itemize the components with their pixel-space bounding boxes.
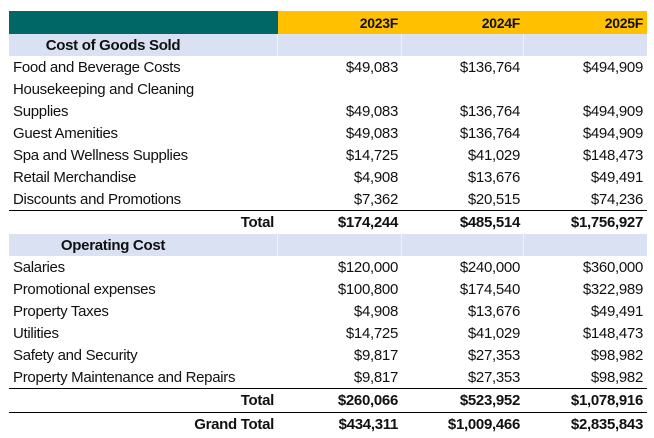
grand-total-value: $2,835,843	[570, 416, 643, 433]
empty-cell	[524, 234, 647, 256]
row-value: $100,800	[337, 280, 398, 298]
total-value: $260,066	[337, 392, 398, 409]
row-value: $13,676	[467, 302, 520, 320]
header-cell: 2023F	[278, 11, 402, 34]
row-label: Retail Merchandise	[13, 168, 136, 186]
section-header-row: Cost of Goods Sold	[9, 34, 647, 56]
row-value: $20,515	[467, 190, 520, 208]
total-label: Total	[240, 214, 275, 231]
total-value: $1,078,916	[570, 392, 643, 409]
total-label: Total	[240, 392, 275, 409]
row-value: $14,725	[345, 146, 398, 164]
empty-cell	[278, 234, 402, 256]
row-label: Promotional expenses	[13, 280, 156, 298]
row-value: $49,083	[345, 124, 398, 142]
row-label: Food and Beverage Costs	[13, 58, 181, 76]
row-label: Guest Amenities	[13, 124, 118, 142]
grand-total-label: Grand Total	[194, 416, 274, 433]
grand-total-value: $434,311	[338, 416, 399, 433]
table-row: Retail Merchandise $4,908 $13,676 $49,491	[9, 166, 647, 188]
row-value: $98,982	[590, 346, 643, 364]
table-row: Salaries $120,000 $240,000 $360,000	[9, 256, 647, 278]
row-value: $27,353	[467, 368, 520, 386]
row-value: $27,353	[467, 346, 520, 364]
total-value: $485,514	[459, 214, 520, 231]
table-row: Supplies $49,083 $136,764 $494,909	[9, 100, 647, 122]
table-row: Food and Beverage Costs $49,083 $136,764 $4…	[9, 56, 647, 78]
row-value	[402, 78, 524, 100]
total-value: $174,244	[337, 214, 398, 231]
table-row: Promotional expenses $100,800 $174,540 $322…	[9, 278, 647, 300]
row-label: Housekeeping and Cleaning	[13, 80, 194, 98]
row-label: Safety and Security	[13, 346, 138, 364]
table-row: Guest Amenities $49,083 $136,764 $494,909	[9, 122, 647, 144]
row-label: Discounts and Promotions	[13, 190, 181, 208]
table-row: Safety and Security $9,817 $27,353 $98,982	[9, 344, 647, 366]
row-value: $7,362	[353, 190, 398, 208]
table-row: Property Taxes $4,908 $13,676 $49,491	[9, 300, 647, 322]
section-title: Cost of Goods Sold	[9, 34, 278, 56]
total-row: Total $260,066 $523,952 $1,078,916	[9, 388, 647, 412]
section-title: Operating Cost	[9, 234, 278, 256]
header-cell: 2025F	[524, 11, 647, 34]
row-label: Property Taxes	[13, 302, 109, 320]
row-value: $136,764	[459, 124, 520, 142]
total-row: Total $174,244 $485,514 $1,756,927	[9, 210, 647, 234]
row-value: $494,909	[582, 102, 643, 120]
empty-cell	[524, 34, 647, 56]
row-label: Salaries	[13, 258, 65, 276]
row-value: $49,491	[590, 302, 643, 320]
row-value	[278, 78, 402, 100]
table-row: Housekeeping and Cleaning	[9, 78, 647, 100]
row-value: $148,473	[582, 146, 643, 164]
row-value: $14,725	[345, 324, 398, 342]
row-value: $240,000	[459, 258, 520, 276]
row-label: Utilities	[13, 324, 59, 342]
row-value: $74,236	[590, 190, 643, 208]
row-value: $360,000	[582, 258, 643, 276]
header-cell	[9, 11, 278, 34]
row-label: Property Maintenance and Repairs	[13, 368, 236, 386]
table-row: Property Maintenance and Repairs $9,817 $2…	[9, 366, 647, 388]
table-row: Utilities $14,725 $41,029 $148,473	[9, 322, 647, 344]
row-value: $49,083	[345, 58, 398, 76]
row-value: $174,540	[459, 280, 520, 298]
row-value: $322,989	[582, 280, 643, 298]
empty-cell	[402, 234, 524, 256]
row-value	[524, 78, 647, 100]
row-value: $41,029	[467, 146, 520, 164]
empty-cell	[402, 34, 524, 56]
section-header-row: Operating Cost	[9, 234, 647, 256]
total-value: $523,952	[459, 392, 520, 409]
row-value: $13,676	[467, 168, 520, 186]
grand-total-value: $1,009,466	[447, 416, 520, 433]
row-value: $4,908	[353, 168, 398, 186]
grand-total-row: Grand Total $434,311 $1,009,466 $2,835,843	[9, 412, 647, 436]
row-value: $9,817	[353, 346, 398, 364]
empty-cell	[278, 34, 402, 56]
header-row: 2023F 2024F 2025F	[9, 11, 647, 34]
header-cell: 2024F	[402, 11, 524, 34]
row-value: $136,764	[459, 58, 520, 76]
cost-table: 2023F 2024F 2025F Cost of Goods Sold Food an…	[9, 11, 647, 436]
row-label: Spa and Wellness Supplies	[13, 146, 188, 164]
row-value: $98,982	[590, 368, 643, 386]
total-value: $1,756,927	[570, 214, 643, 231]
table-row: Spa and Wellness Supplies $14,725 $41,029 $…	[9, 144, 647, 166]
row-value: $148,473	[582, 324, 643, 342]
row-value: $9,817	[353, 368, 398, 386]
table-row: Discounts and Promotions $7,362 $20,515 $74…	[9, 188, 647, 210]
row-label: Supplies	[13, 102, 69, 120]
row-value: $494,909	[582, 58, 643, 76]
row-value: $49,083	[345, 102, 398, 120]
row-value: $4,908	[353, 302, 398, 320]
row-value: $41,029	[467, 324, 520, 342]
row-value: $494,909	[582, 124, 643, 142]
row-value: $49,491	[590, 168, 643, 186]
row-value: $120,000	[337, 258, 398, 276]
row-value: $136,764	[459, 102, 520, 120]
